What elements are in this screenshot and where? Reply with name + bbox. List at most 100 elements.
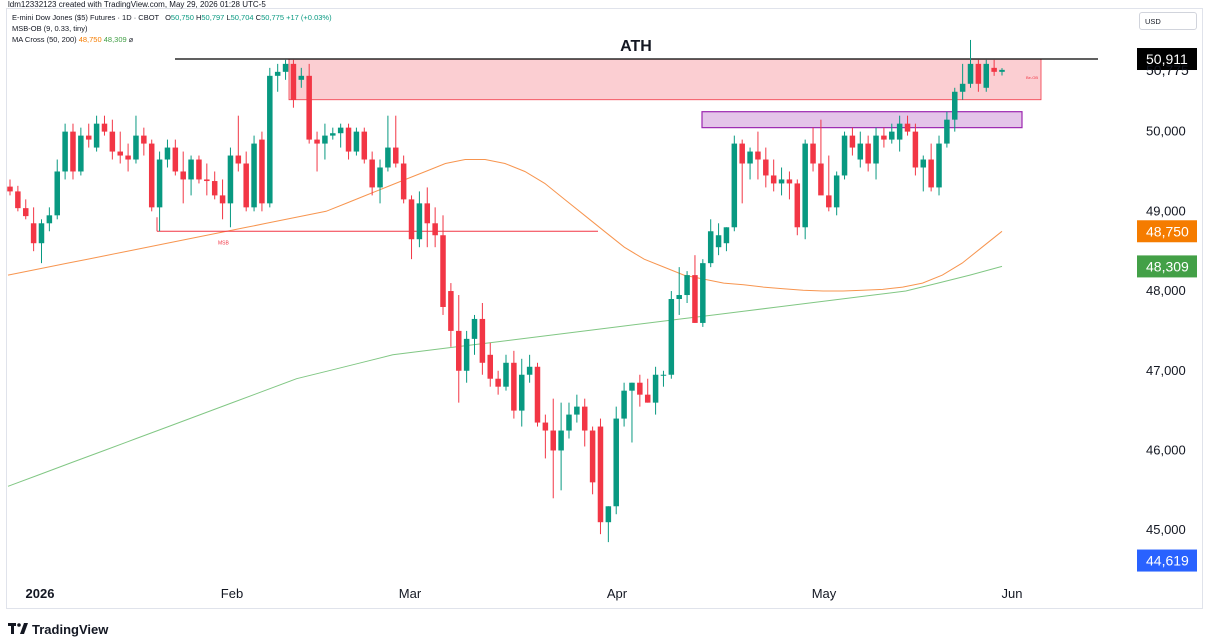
- candle-body: [700, 263, 706, 323]
- candle: [700, 259, 706, 327]
- candle-body: [456, 330, 462, 371]
- symbol-legend[interactable]: E-mini Dow Jones ($5) Futures · 1D · CBO…: [12, 13, 332, 22]
- price-label-ma200: 48,309: [1146, 258, 1189, 274]
- candle: [251, 135, 257, 212]
- candle: [290, 59, 297, 108]
- price-label-box-ma200: [1137, 255, 1197, 278]
- candle-body: [629, 382, 635, 391]
- candle: [298, 67, 305, 88]
- indicator-ma-cross[interactable]: MA Cross (50, 200) 48,750 48,309 ⌀: [12, 35, 133, 44]
- candle: [133, 115, 139, 164]
- candle-body: [211, 181, 218, 196]
- candle: [660, 370, 667, 387]
- candle-body: [70, 131, 76, 172]
- candle-body: [330, 133, 336, 136]
- candle: [211, 171, 218, 200]
- candle-body: [282, 63, 289, 72]
- candle-body: [755, 151, 761, 160]
- candle-body: [881, 135, 887, 140]
- candle-body: [652, 374, 659, 403]
- candle-body: [109, 131, 116, 152]
- y-tick-label: 47,000: [1146, 363, 1186, 378]
- candle-body: [896, 123, 903, 140]
- candle: [952, 87, 958, 132]
- candle-body: [117, 151, 123, 156]
- candle: [267, 67, 273, 208]
- candle-body: [448, 291, 454, 331]
- candle-body: [589, 430, 596, 483]
- candle: [243, 151, 249, 212]
- candle-body: [369, 159, 375, 188]
- ma-cross-suffix: ⌀: [128, 35, 134, 44]
- candle: [896, 115, 903, 152]
- candle-body: [243, 163, 249, 208]
- candle-body: [873, 135, 879, 164]
- candle-body: [605, 506, 612, 523]
- ohlc-open: 50,750: [170, 13, 194, 22]
- currency-selector[interactable]: USD: [1139, 12, 1197, 30]
- candle: [605, 506, 612, 543]
- candle-body: [581, 406, 588, 431]
- candle: [432, 207, 438, 248]
- candle-body: [156, 159, 163, 208]
- candle-body: [959, 83, 966, 92]
- candle: [755, 131, 761, 180]
- candle: [314, 131, 320, 172]
- candle: [849, 127, 856, 156]
- candle-body: [857, 143, 864, 160]
- candle-body: [148, 143, 155, 208]
- candle-body: [141, 135, 147, 144]
- candle: [889, 123, 895, 144]
- candle-body: [78, 135, 84, 172]
- candle: [78, 127, 84, 176]
- candle-body: [432, 223, 438, 236]
- candle-body: [944, 119, 950, 144]
- candle: [416, 191, 423, 248]
- ohlc-low-label: L: [226, 13, 231, 22]
- ohlc-open-label: O: [165, 13, 171, 22]
- ma-cross-value-50: 48,750: [78, 35, 102, 44]
- price-label-low: 44,619: [1146, 553, 1189, 569]
- ma-cross-name: MA Cross (50, 200): [12, 35, 77, 44]
- candle: [148, 139, 155, 212]
- candle: [581, 398, 588, 447]
- candle: [975, 59, 982, 92]
- price-label-ma50: 48,750: [1146, 223, 1189, 239]
- candle-body: [802, 143, 808, 228]
- candle-body: [322, 135, 328, 144]
- ohlc-change: +17 (+0.03%): [286, 13, 332, 22]
- candle-body: [967, 63, 974, 84]
- candle-body: [290, 63, 297, 100]
- be-ob-label: Be-OB: [1026, 75, 1038, 80]
- candle: [833, 171, 840, 216]
- candle: [999, 68, 1005, 76]
- candle: [306, 63, 312, 144]
- candle: [707, 219, 714, 268]
- candle: [723, 227, 730, 252]
- candle-body: [684, 275, 690, 296]
- candle-body: [7, 186, 13, 192]
- candle-body: [534, 366, 541, 423]
- candle: [518, 358, 525, 427]
- candle: [172, 139, 179, 176]
- candle: [38, 219, 45, 264]
- candle-body: [219, 195, 226, 204]
- candle: [770, 159, 777, 192]
- candle: [227, 147, 234, 228]
- candle: [456, 295, 462, 403]
- candle: [235, 115, 242, 172]
- candle: [440, 215, 446, 315]
- candle: [786, 171, 793, 200]
- bearish-order-block-zone: [288, 58, 1042, 101]
- candle: [141, 127, 147, 156]
- x-tick-label: Mar: [399, 586, 422, 601]
- candle: [865, 135, 871, 172]
- candle-body: [849, 135, 856, 148]
- indicator-msb-ob[interactable]: MSB-OB (9, 0.33, tiny): [12, 24, 88, 33]
- candle-body: [676, 295, 682, 300]
- ma-cross-value-200: 48,309: [103, 35, 127, 44]
- candle-body: [707, 231, 714, 264]
- candle: [156, 151, 163, 232]
- candle: [322, 123, 328, 160]
